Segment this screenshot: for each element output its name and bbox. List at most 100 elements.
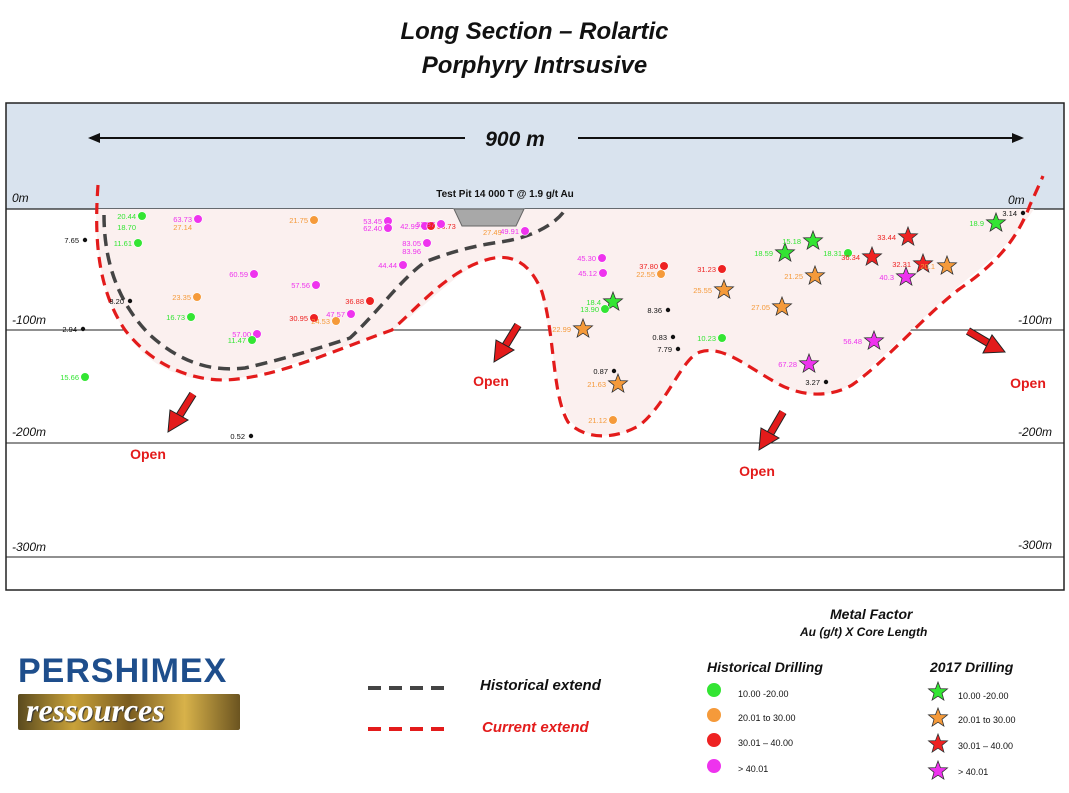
drill-dot-45.12: [598, 268, 608, 278]
pershimex-logo: PERSHIMEX ressources: [18, 652, 240, 732]
drill-value-label: 67.28: [778, 360, 797, 369]
drilling-2017-legend-label-magenta: > 40.01: [958, 767, 989, 777]
width-arrowhead-left: [88, 133, 100, 143]
drill-value-label: 83.96: [402, 247, 421, 256]
drill-dot-49.91: [520, 226, 530, 236]
drill-value-label: 18.4: [586, 298, 601, 307]
drill-star-27.05: [771, 295, 793, 317]
test-pit-label: Test Pit 14 000 T @ 1.9 g/t Au: [436, 189, 574, 200]
historical-legend-label-red: 30.01 – 40.00: [738, 738, 794, 748]
drill-value-label: 24.53: [311, 317, 330, 326]
width-arrowhead-right: [1012, 133, 1024, 143]
drill-star-22.99: [572, 317, 594, 339]
drill-dot-16.73: [186, 312, 196, 322]
drill-dot-62.40: [383, 223, 393, 233]
open-label-right: Open: [1010, 375, 1046, 391]
drill-dot-11.47: [247, 335, 257, 345]
historical-extend-line: [102, 208, 567, 371]
depth-label-300m-right: -300m: [1018, 538, 1052, 552]
drill-value-label: 56.48: [843, 337, 862, 346]
drill-dot-7.79: [675, 346, 681, 352]
drill-value-label: 27.05: [751, 303, 770, 312]
drill-dot-11.61: [133, 238, 143, 248]
historical-legend-label-orange: 20.01 to 30.00: [738, 713, 796, 723]
depth-label-0m-right: 0m: [1008, 193, 1025, 207]
drill-value-label: 2.94: [62, 325, 77, 334]
drilling-2017-legend-label-orange: 20.01 to 30.00: [958, 715, 1016, 725]
drill-value-label: 49.91: [500, 227, 519, 236]
drill-value-label: 33.44: [877, 233, 896, 242]
historical-legend-dot-magenta: [707, 759, 721, 773]
drill-dot-21.75: [309, 215, 319, 225]
depth-label-0m-left: 0m: [12, 191, 29, 205]
drill-value-label: 21.12: [588, 416, 607, 425]
sky-band: [6, 103, 1064, 209]
open-label-middle: Open: [473, 373, 509, 389]
drill-value-label: 40.3: [879, 273, 894, 282]
drill-dot-2.94: [80, 326, 86, 332]
drill-value-label: 23.35: [172, 293, 191, 302]
mineralized-shell: [96, 209, 1034, 436]
historical-legend-dot-green: [707, 683, 721, 697]
logo-gold-band: ressources: [18, 692, 240, 730]
drill-value-label: 53.45: [363, 217, 382, 226]
drill-dot-47.57: [346, 309, 356, 319]
drill-dot-36.73: [426, 221, 436, 231]
title-line-2: Porphyry Intrsusive: [421, 52, 648, 79]
drilling-2017-legend-star-orange: [927, 706, 949, 728]
drill-value-label: 44.44: [378, 261, 397, 270]
drill-value-label: 22.99: [552, 325, 571, 334]
historical-drilling-heading: Historical Drilling: [707, 659, 823, 675]
drill-dot-57.56: [311, 280, 321, 290]
drill-value-label: 16.73: [166, 313, 185, 322]
drill-dot-8.36: [665, 307, 671, 313]
drill-star-33.44: [897, 225, 919, 247]
historical-legend-dot-orange: [707, 708, 721, 722]
drill-dot-13.90: [600, 304, 610, 314]
metal-factor-title: Metal Factor: [830, 606, 913, 622]
drill-value-label: 31.23: [697, 265, 716, 274]
drill-value-label: 18.31: [823, 249, 842, 258]
drill-value-label: 8.36: [647, 306, 662, 315]
open-label-bottom: Open: [739, 463, 775, 479]
drill-dot-3.27: [823, 379, 829, 385]
drill-value-label: 63.73: [173, 215, 192, 224]
drill-value-label: 0.83: [652, 333, 667, 342]
depth-label-200m-left: -200m: [12, 425, 46, 439]
drilling-2017-legend-label-red: 30.01 – 40.00: [958, 741, 1014, 751]
drill-dot-57.00: [252, 329, 262, 339]
depth-label-300m-left: -300m: [12, 540, 46, 554]
drill-dot-3.14: [1020, 210, 1026, 216]
drill-value-label: 3.14: [1002, 209, 1017, 218]
drill-dot-45.30: [597, 253, 607, 263]
historical-legend-dot-red: [707, 733, 721, 747]
drill-value-label: 18.70: [117, 223, 136, 232]
drill-value-label: 57.00: [232, 330, 251, 339]
drill-value-label: 32.31: [892, 260, 911, 269]
drill-star-15.18: [802, 229, 824, 251]
drill-value-label: 62.40: [363, 224, 382, 233]
open-label-left: Open: [130, 446, 166, 462]
drill-dot-8.20: [127, 298, 133, 304]
drill-dot-22.55: [656, 269, 666, 279]
drill-star-18.4: [602, 290, 624, 312]
drill-value-label: 22.55: [636, 270, 655, 279]
drill-dot-0.87: [611, 368, 617, 374]
drill-dot-30.95: [309, 313, 319, 323]
drill-value-label: 83.05: [402, 239, 421, 248]
drill-value-label: 60.59: [229, 270, 248, 279]
drill-star-67.28: [798, 352, 820, 374]
historical-legend-label-green: 10.00 -20.00: [738, 689, 789, 699]
drill-dot-31.23: [717, 264, 727, 274]
drill-value-label: 45.30: [577, 254, 596, 263]
drill-value-label: 57.56: [291, 281, 310, 290]
drill-star-18.9: [985, 211, 1007, 233]
drill-dot-21.12: [608, 415, 618, 425]
drill-dot-44.44: [398, 260, 408, 270]
logo-top-text: PERSHIMEX: [18, 652, 228, 690]
drill-value-label: 15.18: [782, 237, 801, 246]
drill-value-label: 42.99: [400, 222, 419, 231]
drill-value-label: 25.55: [693, 286, 712, 295]
drill-value-label: 7.65: [64, 236, 79, 245]
